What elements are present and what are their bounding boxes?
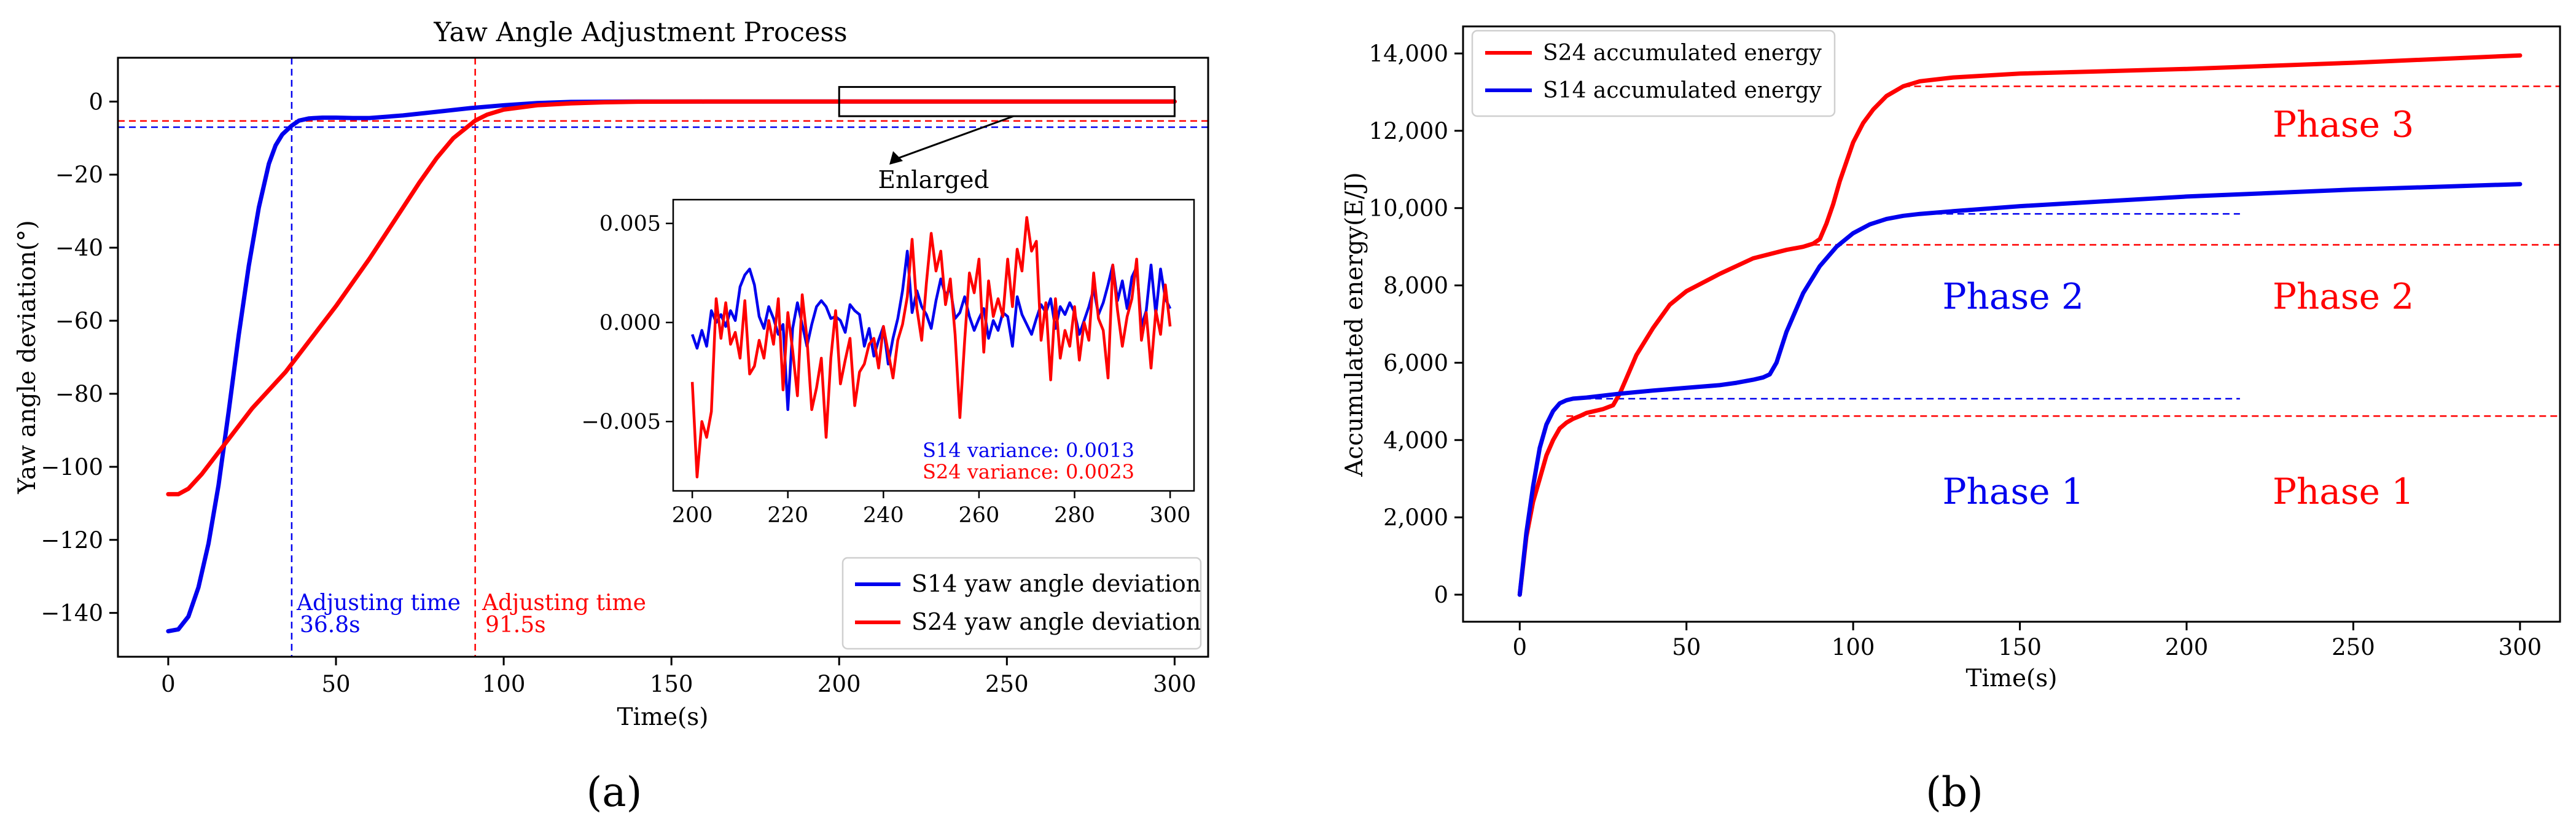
chart-a-inset-ytick-label: −0.005: [581, 410, 661, 434]
chart-b-reference-lines: [1566, 85, 2560, 417]
chart-a: Yaw Angle Adjustment Process Enlarged Ad…: [14, 17, 1209, 816]
chart-b-legend-frame: [1471, 29, 1836, 117]
chart-b-legend-label-s14: S14 accumulated energy: [1543, 78, 1822, 103]
chart-b-xtick-label: 300: [2499, 634, 2542, 660]
chart-b-phase-label-4: Phase 3: [2273, 103, 2414, 145]
chart-a-inset-frame: [672, 198, 1195, 492]
chart-b-ytick-label: 8,000: [1383, 273, 1448, 299]
chart-b-xtick-label: 0: [1513, 634, 1528, 660]
chart-a-inset-xtick-label: 240: [863, 503, 904, 528]
chart-b-phase-label-1: Phase 2: [1943, 275, 2084, 317]
chart-a-ytick-label: −120: [41, 527, 103, 554]
chart-a-series: [166, 99, 1177, 633]
chart-a-adjust-value-red: 91.5s: [485, 613, 546, 638]
chart-b: Phase 1 Phase 2 Phase 1 Phase 2 Phase 3 S24 …: [1341, 25, 2561, 816]
chart-a-xtick-label: 50: [321, 671, 350, 697]
chart-b-series: [1517, 53, 2523, 597]
chart-b-ytick-label: 0: [1434, 582, 1448, 608]
chart-a-ytick-label: −100: [41, 454, 103, 480]
chart-b-xtick-label: 50: [1672, 634, 1701, 660]
chart-a-inset-xtick-label: 260: [959, 503, 1000, 528]
chart-a-xtick-label: 150: [650, 671, 693, 697]
chart-a-legend: S14 yaw angle deviation S24 yaw angle de…: [841, 557, 1202, 650]
chart-a-ytick-label: −40: [55, 235, 103, 261]
chart-a-inset-series-s24: [690, 216, 1172, 479]
chart-b-phase-label-0: Phase 1: [1943, 471, 2084, 512]
chart-a-xtick-label: 100: [482, 671, 526, 697]
chart-a-inset-series: [690, 216, 1172, 479]
chart-b-series-s24: [1517, 53, 2523, 597]
chart-a-legend-label-s24: S24 yaw angle deviation: [911, 608, 1201, 635]
chart-a-inset-variance-s24: S24 variance: 0.0023: [923, 460, 1134, 484]
chart-b-xlabel: Time(s): [1966, 665, 2058, 692]
chart-b-plot-frame: [1462, 25, 2561, 623]
chart-a-xtick-label: 200: [818, 671, 861, 697]
chart-b-panel-label: (b): [1926, 769, 1983, 816]
chart-a-ylabel: Yaw angle deviation(°): [14, 220, 41, 495]
chart-a-zoom-box: [838, 86, 1176, 117]
chart-a-xtick-label: 250: [985, 671, 1029, 697]
chart-b-axis-ticks: 0 50 100 150 200 250 300 0 2,000 4,000 6,000 8,000 1…: [1369, 41, 2542, 660]
chart-a-adjust-value-blue: 36.8s: [300, 613, 361, 638]
chart-b-xtick-label: 250: [2332, 634, 2375, 660]
chart-b-ytick-label: 12,000: [1369, 118, 1448, 144]
chart-a-inset-xtick-label: 220: [767, 503, 808, 528]
chart-a-inset-xtick-label: 300: [1150, 503, 1191, 528]
chart-a-enlarged-label: Enlarged: [878, 166, 989, 194]
chart-a-zoom-arrow: [895, 115, 1014, 160]
chart-a-ytick-label: −20: [55, 162, 103, 188]
chart-b-xtick-label: 100: [1832, 634, 1875, 660]
chart-b-series-s14: [1517, 182, 2523, 597]
chart-a-inset-variance-s14: S14 variance: 0.0013: [923, 439, 1134, 462]
chart-a-legend-label-s14: S14 yaw angle deviation: [911, 570, 1201, 597]
chart-b-ytick-label: 6,000: [1383, 350, 1448, 376]
chart-b-legend: S24 accumulated energy S14 accumulated e…: [1471, 29, 1836, 117]
chart-b-legend-label-s24: S24 accumulated energy: [1543, 41, 1822, 66]
chart-a-ytick-label: −140: [41, 600, 103, 627]
chart-a-inset-xtick-label: 200: [672, 503, 713, 528]
chart-a-legend-frame: [841, 557, 1202, 650]
chart-a-series-s24: [166, 99, 1177, 496]
chart-b-phase-label-3: Phase 2: [2273, 275, 2414, 317]
chart-a-adjust-label-red: Adjusting time: [482, 590, 646, 616]
chart-a-inset-xtick-label: 280: [1054, 503, 1095, 528]
chart-a-ytick-label: −60: [55, 308, 103, 334]
chart-a-plot-frame: [117, 57, 1209, 658]
chart-a-ytick-label: 0: [88, 88, 103, 115]
chart-a-inset-ytick-label: 0.000: [599, 311, 661, 335]
chart-a-title: Yaw Angle Adjustment Process: [433, 17, 847, 48]
chart-b-ytick-label: 2,000: [1383, 504, 1448, 531]
chart-b-phase-labels: Phase 1 Phase 2 Phase 1 Phase 2 Phase 3: [1943, 103, 2414, 512]
chart-a-axis-ticks: 0 50 100 150 200 250 300 0 −20 −40 −60 −80 −100 −120 −…: [41, 88, 1196, 697]
chart-b-ylabel: Accumulated energy(E/J): [1341, 172, 1368, 477]
chart-b-ytick-label: 14,000: [1369, 41, 1448, 67]
chart-a-inset-ticks: 200 220 240 260 280 300 0.005 0.000 −0.005: [581, 212, 1190, 528]
chart-b-ytick-label: 10,000: [1369, 195, 1448, 222]
chart-b-xtick-label: 200: [2165, 634, 2209, 660]
chart-a-adjust-label-blue: Adjusting time: [296, 590, 461, 616]
chart-b-phase-label-2: Phase 1: [2273, 471, 2414, 512]
chart-a-xtick-label: 0: [161, 671, 176, 697]
chart-b-xtick-label: 150: [1998, 634, 2042, 660]
chart-a-xtick-label: 300: [1153, 671, 1196, 697]
chart-a-xlabel: Time(s): [617, 703, 709, 731]
chart-a-zoom-arrowhead: [889, 151, 903, 165]
chart-a-ytick-label: −80: [55, 381, 103, 407]
chart-a-panel-label: (a): [587, 769, 642, 816]
chart-b-ytick-label: 4,000: [1383, 427, 1448, 453]
chart-a-inset-ytick-label: 0.005: [599, 212, 661, 237]
